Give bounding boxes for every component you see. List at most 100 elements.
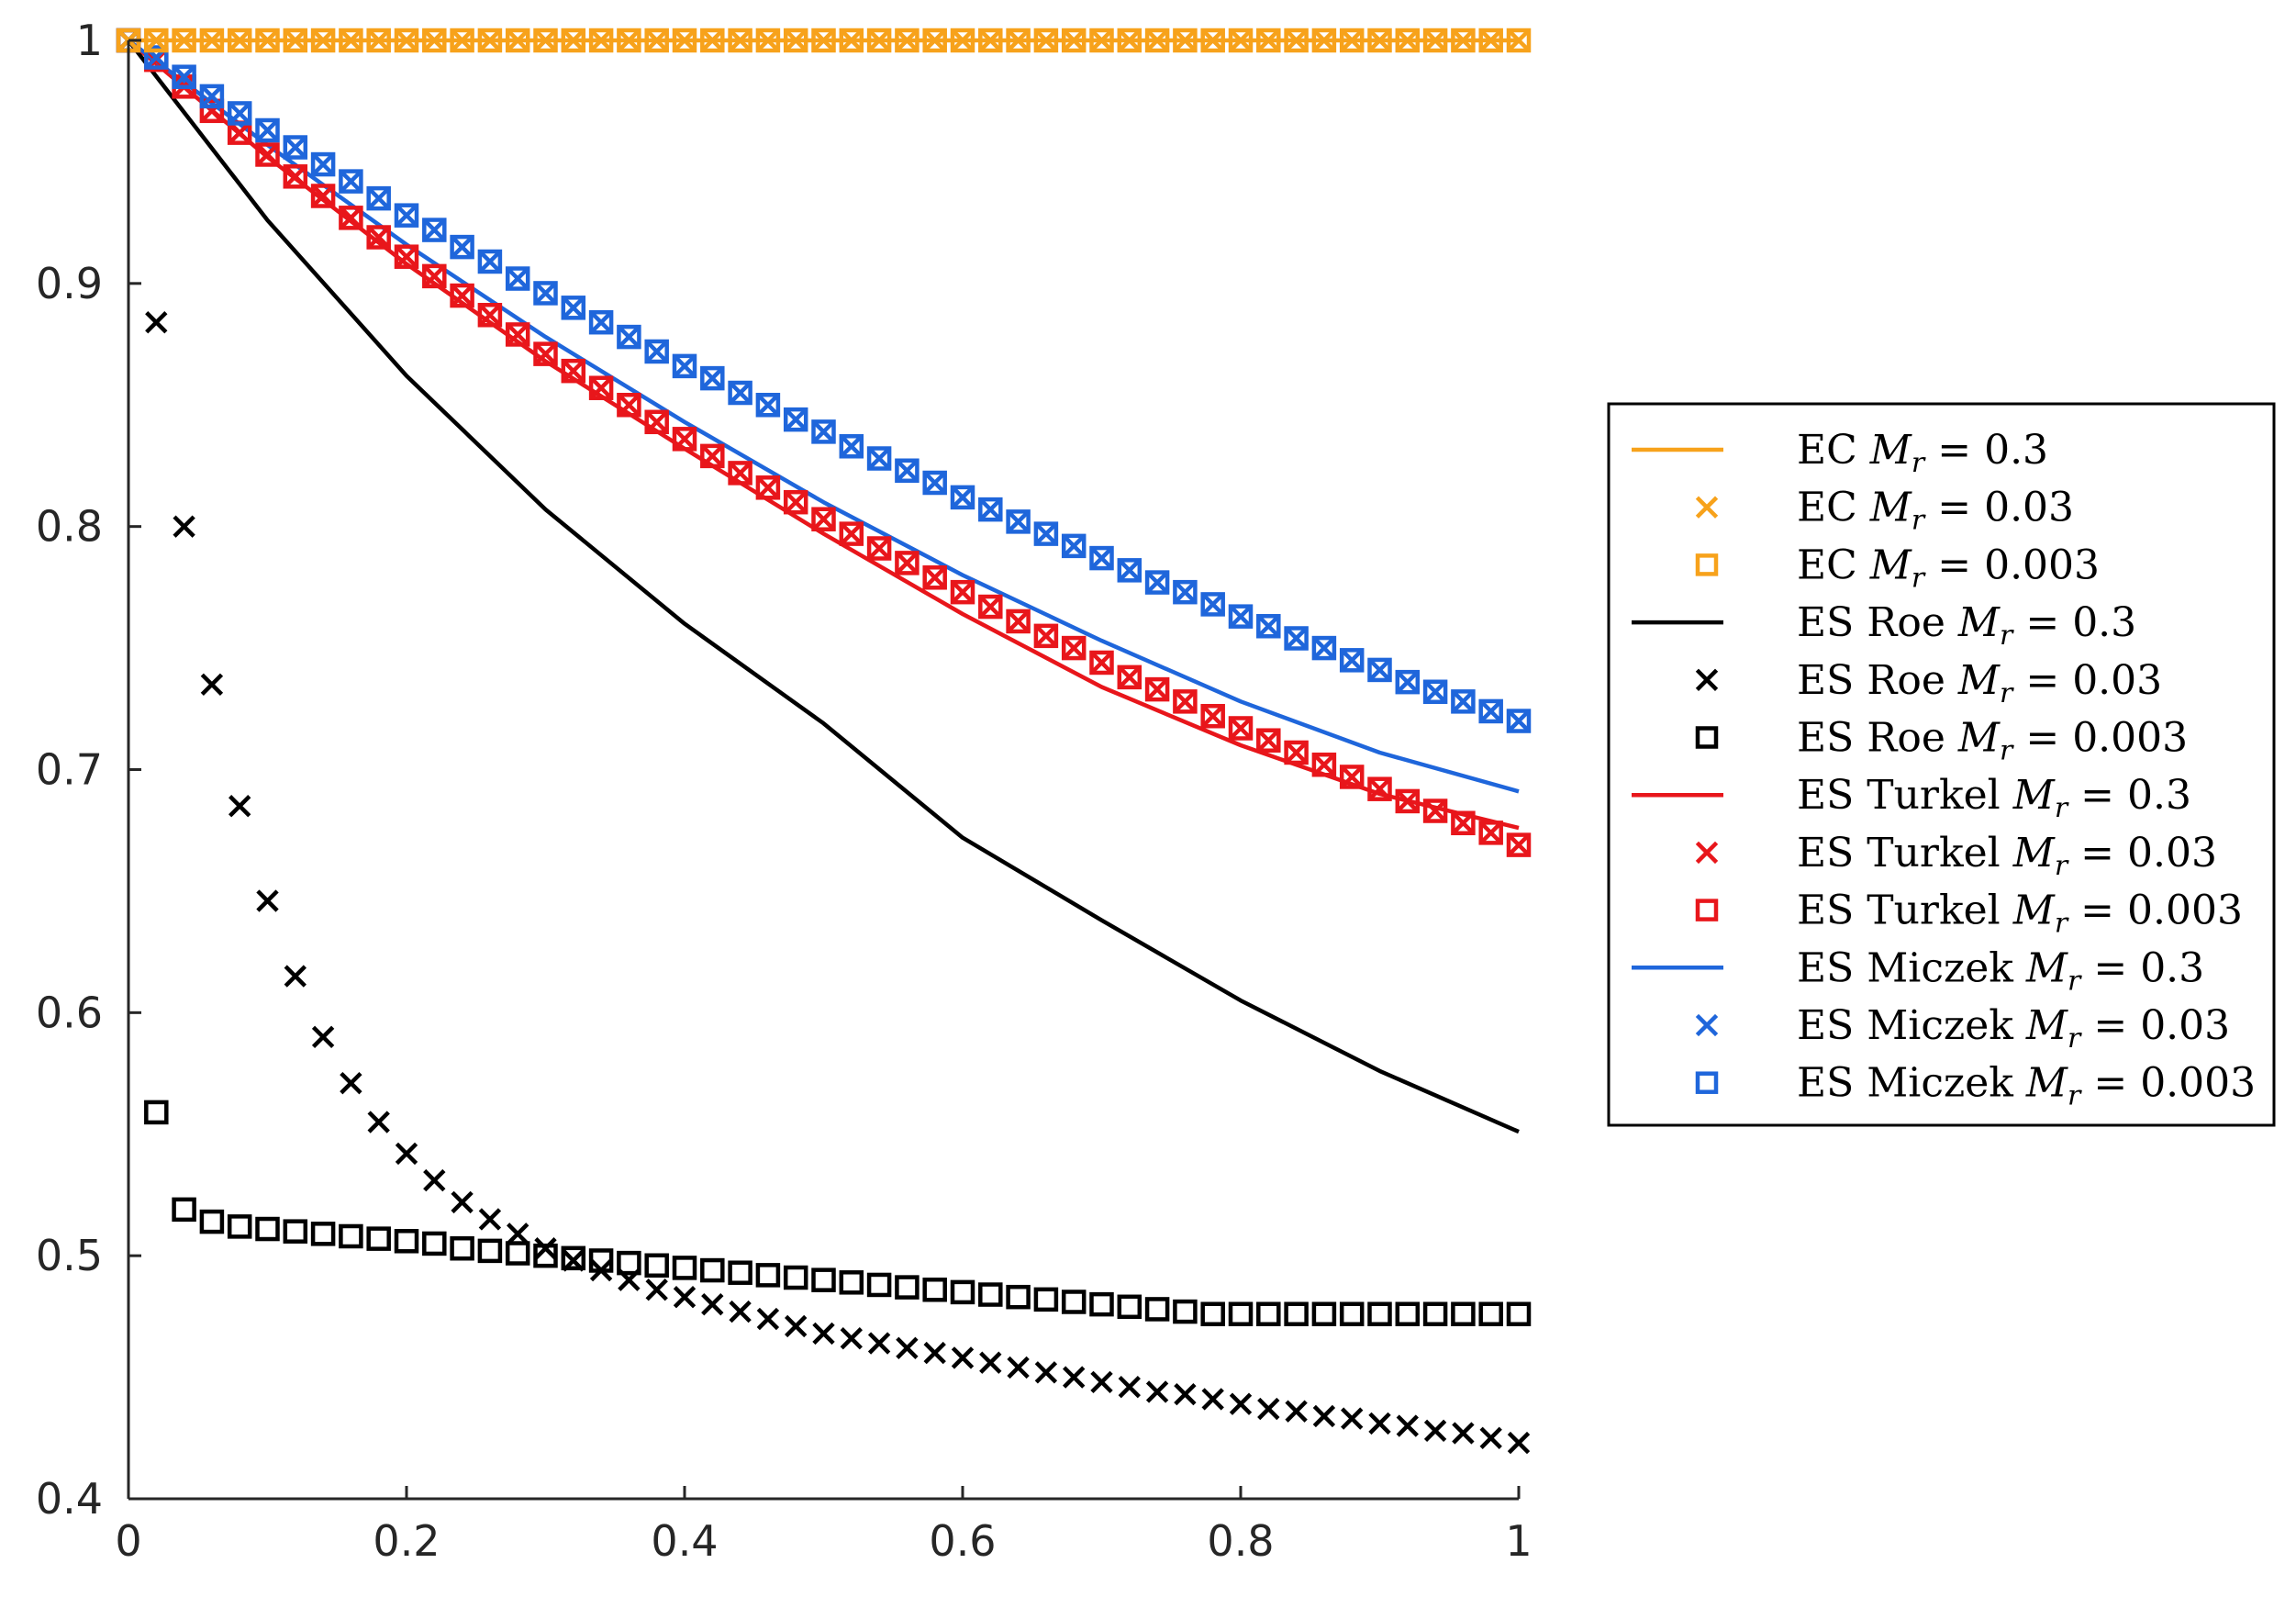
data-point-square — [1422, 798, 1448, 823]
data-point-x — [645, 1279, 668, 1301]
data-point-square — [1033, 28, 1059, 53]
data-point-x — [1479, 699, 1502, 723]
legend-entry: ES Turkel Mr = 0.03 — [1695, 830, 2217, 882]
data-point-x — [701, 28, 724, 52]
data-point-x — [173, 65, 195, 88]
data-point-square — [227, 1214, 252, 1239]
legend-symbol: M — [1957, 599, 2001, 646]
data-point-x — [173, 28, 195, 52]
data-point-square — [617, 28, 641, 53]
data-point-square — [477, 28, 503, 53]
data-point-x — [1145, 571, 1169, 594]
data-point-square — [1089, 545, 1114, 571]
data-point-square — [644, 1253, 669, 1279]
legend-square-marker — [1695, 553, 1719, 576]
data-point-square — [1478, 821, 1503, 845]
data-point-x — [1368, 28, 1391, 52]
data-point-square — [255, 28, 280, 53]
data-point-square — [1311, 752, 1337, 777]
data-point-square — [588, 309, 614, 335]
data-point-square — [255, 142, 280, 167]
data-point-square — [561, 358, 586, 384]
series-ec-m-r-0-003 — [116, 28, 1532, 53]
data-point-square — [1284, 28, 1309, 53]
legend-symbol: M — [1869, 485, 1912, 531]
data-point-square — [1422, 679, 1448, 705]
data-point-x — [589, 311, 613, 334]
data-point-square — [922, 470, 947, 496]
data-point-square — [1284, 1301, 1309, 1326]
legend-subscript: r — [1911, 562, 1926, 594]
data-point-x — [451, 284, 474, 307]
series-es-roe-m-r-0-03 — [117, 28, 1531, 1455]
legend-value: 0.003 — [2072, 715, 2188, 762]
data-point-x — [562, 1249, 585, 1272]
data-point-x — [896, 1336, 919, 1359]
legend-subscript: r — [2000, 620, 2014, 652]
data-point-x — [1229, 28, 1253, 52]
data-point-x — [1118, 28, 1141, 52]
data-point-square — [283, 164, 308, 189]
data-point-x — [1312, 754, 1336, 776]
y-tick-label: 0.4 — [36, 1474, 103, 1524]
data-point-x — [1007, 28, 1030, 52]
legend-prefix: ES Turkel — [1797, 830, 2001, 877]
data-point-x — [756, 394, 780, 417]
data-point-square — [672, 427, 697, 452]
data-point-square — [310, 151, 336, 177]
data-point-x — [756, 476, 780, 499]
data-point-x — [1341, 1407, 1364, 1430]
data-point-x — [340, 170, 362, 193]
legend-value: 0.3 — [2140, 944, 2204, 991]
data-point-square — [728, 1260, 752, 1285]
data-point-x — [1201, 28, 1224, 52]
data-point-x — [1229, 1392, 1253, 1415]
legend-entry: EC Mr = 0.003 — [1695, 542, 2100, 594]
legend-symbol: M — [2012, 772, 2056, 819]
data-point-square — [144, 1100, 169, 1125]
data-point-x — [423, 28, 446, 52]
data-point-x — [701, 366, 724, 390]
data-point-square — [1061, 533, 1087, 559]
legend-x-marker — [1695, 841, 1719, 865]
data-point-square — [477, 249, 503, 274]
legend-space — [2001, 772, 2013, 819]
legend-value: 0.3 — [1984, 427, 2048, 474]
legend-relation: = — [2080, 888, 2114, 934]
series-ec-m-r-0-03 — [117, 28, 1531, 52]
data-point-x — [367, 186, 390, 210]
data-point-x — [395, 245, 418, 268]
data-point-square — [227, 28, 252, 53]
data-point-x — [1174, 28, 1197, 52]
data-point-square — [1173, 1299, 1198, 1324]
data-point-x — [785, 408, 808, 431]
data-point-x — [1118, 559, 1141, 582]
data-point-square — [1173, 689, 1198, 714]
data-point-square — [950, 28, 975, 53]
data-point-square — [1228, 1301, 1254, 1326]
x-tick-label: 0.6 — [929, 1516, 996, 1566]
data-point-square — [1061, 1290, 1087, 1314]
legend-space — [1945, 599, 1958, 646]
legend-prefix: EC — [1797, 427, 1857, 474]
data-point-square — [1451, 689, 1476, 714]
data-point-x — [896, 459, 919, 482]
data-point-square — [144, 45, 169, 70]
data-point-x — [1090, 28, 1113, 52]
data-point-square — [533, 341, 558, 366]
data-point-square — [950, 579, 975, 605]
data-point-x — [200, 28, 224, 52]
data-point-x — [395, 1142, 418, 1166]
data-point-square — [1144, 570, 1170, 595]
data-point-square — [811, 507, 836, 531]
data-point-x — [896, 28, 919, 52]
data-point-square — [533, 281, 558, 306]
data-point-square — [1144, 1297, 1170, 1322]
data-point-x — [1423, 680, 1447, 703]
data-point-square — [895, 458, 920, 484]
data-point-x — [1257, 729, 1280, 752]
data-point-square — [1117, 28, 1142, 53]
legend-symbol: M — [1869, 427, 1912, 474]
data-point-x — [395, 204, 418, 227]
data-point-square — [978, 1282, 1003, 1307]
